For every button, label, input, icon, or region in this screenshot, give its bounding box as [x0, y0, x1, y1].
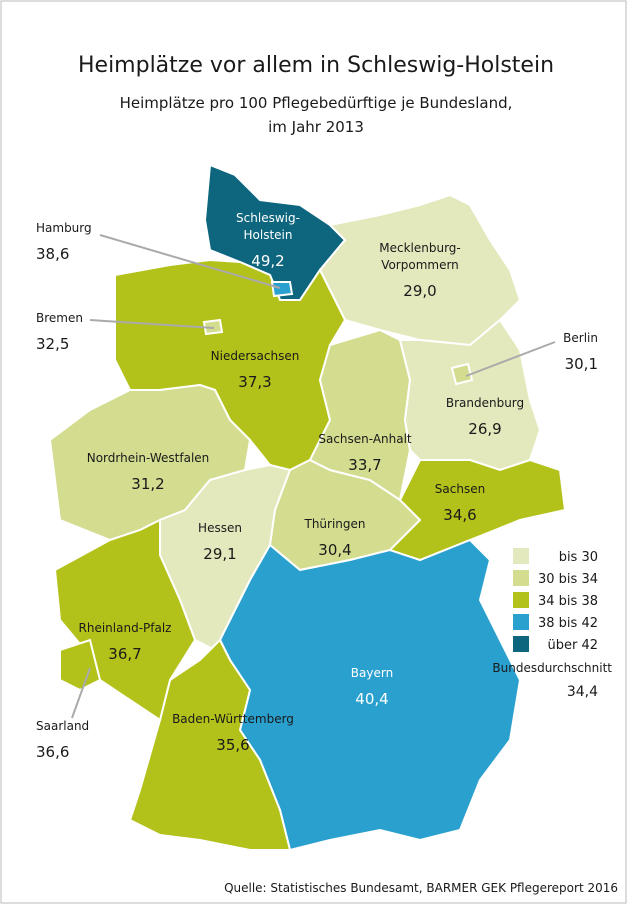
average-label: Bundesdurchschnitt — [492, 661, 612, 675]
state-value: 49,2 — [251, 252, 284, 270]
state-name: Vorpommern — [381, 258, 459, 272]
state-name: Brandenburg — [446, 396, 524, 410]
state-name: Sachsen-Anhalt — [318, 432, 412, 446]
legend-swatch — [513, 548, 529, 564]
state-name: Thüringen — [303, 517, 365, 531]
leader-line — [89, 319, 215, 329]
state-name: Sachsen — [435, 482, 485, 496]
legend-label: 34 bis 38 — [538, 594, 598, 609]
state-value: 36,7 — [108, 645, 141, 663]
state-name: Mecklenburg- — [379, 241, 461, 255]
legend-label: 38 bis 42 — [538, 616, 598, 631]
state-name: Niedersachsen — [211, 349, 300, 363]
source: Quelle: Statistisches Bundesamt, BARMER … — [224, 881, 618, 895]
state-value: 29,1 — [203, 545, 236, 563]
state — [450, 362, 474, 386]
state-name: Bremen — [36, 311, 83, 325]
state-name: Hessen — [198, 521, 242, 535]
legend-label: über 42 — [547, 638, 598, 653]
average-value: 34,4 — [567, 684, 598, 700]
state-name: Bayern — [351, 666, 393, 680]
leader-line — [465, 341, 556, 377]
state — [128, 638, 292, 851]
legend-swatch — [513, 592, 529, 608]
state — [59, 638, 102, 692]
state-value: 30,1 — [565, 355, 598, 373]
state — [53, 518, 197, 722]
state-name: Schleswig- — [236, 211, 300, 225]
legend-swatch — [513, 636, 529, 652]
state-name: Hamburg — [36, 221, 92, 235]
state-value: 29,0 — [403, 282, 436, 300]
state-value: 36,6 — [36, 743, 69, 761]
states — [48, 163, 567, 852]
state-name: Baden-Württemberg — [172, 712, 294, 726]
subtitle: Heimplätze pro 100 Pflegebedürftige je B… — [120, 94, 513, 112]
state-value: 34,6 — [443, 506, 476, 524]
state-name: Rheinland-Pfalz — [79, 621, 172, 635]
state — [270, 281, 294, 298]
state-value: 40,4 — [355, 690, 388, 708]
leader-line — [99, 234, 281, 289]
state-name: Berlin — [563, 331, 598, 345]
legend-swatch — [513, 570, 529, 586]
title: Heimplätze vor allem in Schleswig-Holste… — [78, 53, 554, 78]
legend-label: bis 30 — [559, 550, 598, 565]
state-name: Holstein — [244, 228, 293, 242]
legend-swatch — [513, 614, 529, 630]
state-name: Saarland — [36, 719, 89, 733]
state-value: 35,6 — [216, 736, 249, 754]
subtitle: im Jahr 2013 — [268, 118, 364, 136]
labels: Schleswig- Holstein 49,2 Mecklenburg- Vorpom… — [36, 211, 598, 761]
state-name: Nordrhein-Westfalen — [87, 451, 210, 465]
legend-label: 30 bis 34 — [538, 572, 598, 587]
state-value: 37,3 — [238, 373, 271, 391]
state-value: 26,9 — [468, 420, 501, 438]
state-value: 32,5 — [36, 335, 69, 353]
state-value: 38,6 — [36, 245, 69, 263]
state-value: 33,7 — [348, 456, 381, 474]
leader-line — [71, 667, 91, 719]
state-value: 30,4 — [318, 541, 351, 559]
state-value: 31,2 — [131, 475, 164, 493]
